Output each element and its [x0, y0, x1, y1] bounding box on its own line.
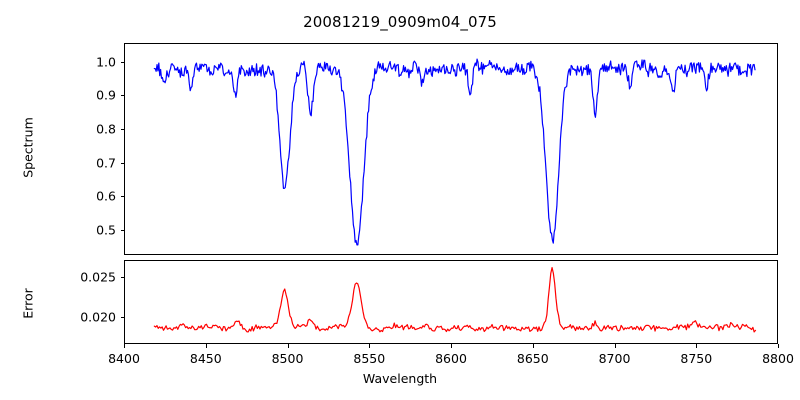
spectrum-axes	[124, 43, 778, 255]
error-y-tick-mark	[120, 277, 124, 279]
x-tick-label: 8650	[516, 351, 549, 366]
spectrum-y-tick-mark	[120, 61, 124, 63]
x-tick-mark	[369, 344, 371, 348]
spectrum-data-line	[154, 59, 755, 245]
x-tick-label: 8550	[353, 351, 386, 366]
x-tick-label: 8600	[435, 351, 467, 366]
figure-title: 20081219_0909m04_075	[303, 13, 497, 31]
spectrum-y-tick-label: 0.8	[96, 121, 116, 137]
x-tick-mark	[696, 344, 698, 348]
spectrum-y-tick-label: 0.9	[96, 87, 116, 103]
spectrum-plot-area	[125, 44, 777, 254]
error-y-tick-mark	[120, 316, 124, 318]
x-tick-label: 8800	[762, 351, 794, 366]
x-tick-label: 8450	[189, 351, 222, 366]
x-tick-mark	[287, 344, 289, 348]
x-tick-mark	[205, 344, 207, 348]
x-tick-mark	[451, 344, 453, 348]
spectrum-y-tick-label: 0.7	[96, 155, 116, 170]
spectrum-y-tick-mark	[120, 162, 124, 164]
spectrum-y-tick-mark	[120, 128, 124, 130]
error-data-line	[154, 268, 755, 332]
x-tick-mark	[124, 344, 126, 348]
spectrum-y-tick-label: 1.0	[96, 54, 116, 69]
spectrum-y-tick-mark	[120, 229, 124, 231]
spectrum-y-tick-label: 0.6	[96, 188, 116, 204]
error-y-axis-label: Error	[20, 288, 36, 319]
error-plot-area	[125, 261, 777, 343]
x-axis-label: Wavelength	[362, 371, 438, 386]
error-y-tick-label: 0.025	[80, 269, 116, 285]
x-tick-label: 8400	[108, 351, 140, 366]
x-tick-mark	[614, 344, 616, 348]
spectrum-y-tick-mark	[120, 196, 124, 198]
x-tick-label: 8700	[598, 351, 631, 366]
x-tick-mark	[532, 344, 534, 348]
spectrum-y-tick-label: 0.5	[96, 222, 116, 238]
x-tick-label: 8500	[271, 351, 304, 366]
spectrum-y-axis-label: Spectrum	[20, 117, 36, 178]
x-tick-label: 8750	[680, 351, 713, 366]
spectrum-y-tick-mark	[120, 95, 124, 97]
error-y-tick-label: 0.020	[80, 309, 116, 324]
x-tick-mark	[778, 344, 780, 348]
error-axes	[124, 260, 778, 344]
